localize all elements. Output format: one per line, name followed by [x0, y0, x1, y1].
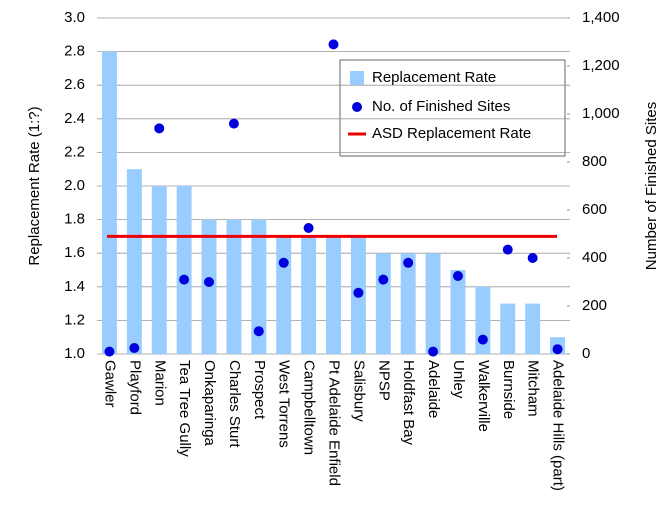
- point: [403, 257, 414, 268]
- x-tick-label: Unley: [450, 360, 467, 399]
- bar: [101, 51, 117, 354]
- point: [303, 223, 314, 233]
- bar: [301, 236, 317, 354]
- y-tick-label: 2.8: [64, 43, 85, 60]
- point: [154, 123, 165, 134]
- point: [179, 274, 190, 285]
- point: [452, 271, 463, 281]
- x-tick-label: Playford: [126, 360, 143, 415]
- bar: [226, 219, 242, 354]
- y2-tick-label: 1,000: [582, 105, 620, 122]
- bar: [176, 186, 192, 354]
- y-tick-label: 1.6: [64, 244, 85, 261]
- point: [378, 274, 389, 285]
- y-tick-label: 1.2: [64, 311, 85, 328]
- x-tick-label: Campbelltown: [301, 360, 318, 455]
- point: [278, 257, 289, 268]
- y2-tick-label: 1,200: [582, 57, 620, 74]
- x-tick-label: Holdfast Bay: [400, 360, 417, 446]
- y-tick-label: 2.0: [64, 177, 85, 194]
- point: [253, 326, 264, 337]
- bar: [400, 253, 416, 354]
- bar: [425, 253, 441, 354]
- point: [477, 334, 488, 345]
- x-tick-label: Marion: [151, 360, 168, 406]
- x-tick-label: Charles Sturt: [226, 360, 243, 448]
- y-tick-label: 1.4: [64, 278, 85, 295]
- point: [228, 118, 239, 129]
- y2-tick-label: 200: [582, 297, 607, 314]
- x-tick-label: Prospect: [251, 360, 268, 420]
- legend-label: ASD Replacement Rate: [372, 125, 531, 142]
- y-tick-label: 3.0: [64, 9, 85, 26]
- point: [129, 343, 140, 353]
- bar: [151, 186, 167, 354]
- x-tick-label: Onkaparinga: [201, 360, 218, 447]
- bar: [450, 270, 466, 354]
- legend-label: No. of Finished Sites: [372, 98, 510, 115]
- point: [552, 344, 563, 355]
- x-tick-label: Pt Adelaide Enfield: [326, 360, 343, 486]
- legend-marker: [352, 102, 362, 112]
- x-tick-label: NPSP: [375, 360, 392, 401]
- y-tick-label: 2.4: [64, 110, 85, 127]
- bar: [276, 236, 292, 354]
- y-tick-label: 1.8: [64, 211, 85, 228]
- point: [428, 346, 439, 357]
- y-tick-label: 2.6: [64, 76, 85, 93]
- point: [502, 244, 513, 255]
- bar: [126, 169, 142, 354]
- legend-swatch: [350, 71, 364, 85]
- y2-tick-label: 800: [582, 153, 607, 170]
- x-tick-label: Gawler: [101, 360, 118, 408]
- point: [104, 346, 115, 357]
- x-tick-label: Burnside: [500, 360, 517, 419]
- y-axis-label: Replacement Rate (1:?): [26, 106, 43, 265]
- x-tick-label: Tea Tree Gully: [176, 360, 193, 457]
- legend-label: Replacement Rate: [372, 69, 496, 86]
- y2-tick-label: 1,400: [582, 9, 620, 26]
- y2-tick-label: 600: [582, 201, 607, 218]
- x-tick-label: Salisbury: [350, 360, 367, 422]
- x-tick-label: Mitcham: [525, 360, 542, 417]
- point: [527, 253, 538, 263]
- bar: [525, 303, 541, 354]
- point: [204, 277, 215, 287]
- bar: [500, 303, 516, 354]
- bar: [326, 236, 341, 354]
- bar: [251, 219, 267, 354]
- y-tick-label: 1.0: [64, 345, 85, 362]
- point: [353, 287, 364, 298]
- y-tick-label: 2.2: [64, 143, 85, 160]
- y2-tick-label: 400: [582, 249, 607, 266]
- y2-axis-label: Number of Finished Sites: [643, 102, 660, 270]
- x-tick-label: Adelaide Hills (part): [550, 360, 567, 491]
- x-tick-label: Walkerville: [475, 360, 492, 432]
- x-tick-label: Adelaide: [425, 360, 442, 418]
- point: [328, 39, 339, 50]
- legend-box: [339, 59, 566, 157]
- bar: [375, 253, 391, 354]
- y2-tick-label: 0: [582, 345, 590, 362]
- x-tick-label: West Torrens: [276, 360, 293, 448]
